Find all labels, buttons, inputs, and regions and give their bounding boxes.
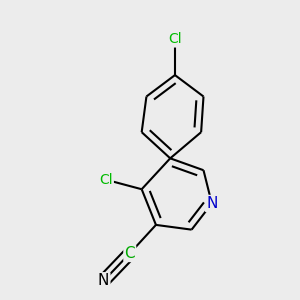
Text: C: C	[124, 246, 135, 261]
Text: Cl: Cl	[168, 32, 182, 46]
Text: N: N	[206, 196, 218, 211]
Text: N: N	[98, 273, 109, 288]
Text: Cl: Cl	[99, 173, 113, 187]
